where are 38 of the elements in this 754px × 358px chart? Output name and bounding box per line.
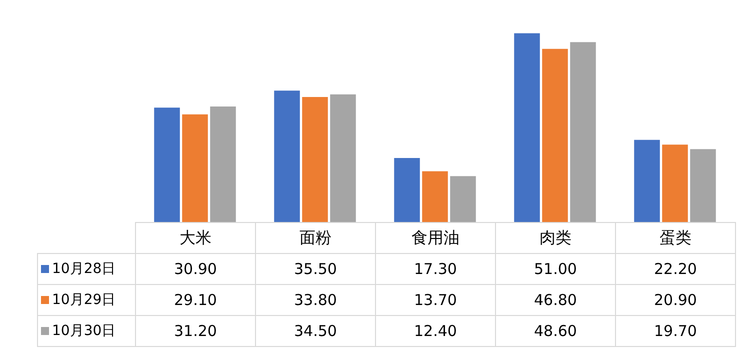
bar [690,149,716,222]
bar [394,158,420,222]
data-label: 51.00 [496,254,616,284]
bar [662,144,688,222]
data-label: 29.10 [136,284,256,316]
data-label: 31.20 [136,316,256,346]
x-tick-label: 面粉 [256,222,376,254]
data-label: 33.80 [256,284,376,316]
legend-label: 10月29日 [38,284,136,316]
bar [422,171,448,222]
data-label: 30.90 [136,254,256,284]
bar [210,106,236,222]
data-label: 17.30 [376,254,496,284]
bar [570,42,596,222]
bar [514,33,540,222]
data-label: 34.50 [256,316,376,346]
data-label: 46.80 [496,284,616,316]
data-label: 13.70 [376,284,496,316]
bar [330,94,356,222]
x-tick-label: 食用油 [376,222,496,254]
bar [182,114,208,222]
data-label: 20.90 [616,284,736,316]
x-tick-label: 大米 [136,222,256,254]
data-label: 19.70 [616,316,736,346]
bar [450,176,476,222]
data-label: 12.40 [376,316,496,346]
bar [302,96,328,222]
legend-label: 10月28日 [38,254,136,284]
x-tick-label: 肉类 [496,222,616,254]
data-label: 22.20 [616,254,736,284]
legend-label: 10月30日 [38,316,136,346]
bar [634,140,660,222]
data-label: 35.50 [256,254,376,284]
x-tick-label: 蛋类 [616,222,736,254]
bar [274,90,300,222]
data-label: 48.60 [496,316,616,346]
bar [154,108,180,222]
bar [542,48,568,222]
